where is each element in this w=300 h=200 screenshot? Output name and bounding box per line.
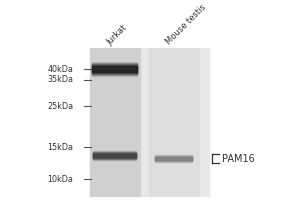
Bar xyxy=(92,64,137,74)
Bar xyxy=(155,155,192,162)
Bar xyxy=(93,153,136,158)
Text: Mouse testis: Mouse testis xyxy=(164,3,208,47)
Bar xyxy=(93,153,136,158)
Bar xyxy=(155,155,192,162)
Bar xyxy=(155,156,192,161)
Text: 25kDa: 25kDa xyxy=(47,102,74,111)
Bar xyxy=(92,63,137,75)
Bar xyxy=(155,156,192,161)
Bar xyxy=(93,152,136,159)
Text: 15kDa: 15kDa xyxy=(47,143,74,152)
Bar xyxy=(93,151,136,160)
Text: PAM16: PAM16 xyxy=(222,154,255,164)
Bar xyxy=(92,64,137,74)
Text: Jurkat: Jurkat xyxy=(105,23,129,47)
Bar xyxy=(92,66,137,72)
Bar xyxy=(155,157,192,160)
Bar xyxy=(93,152,136,159)
Bar xyxy=(92,66,137,72)
Bar xyxy=(92,63,137,75)
Bar xyxy=(93,151,136,160)
Text: 10kDa: 10kDa xyxy=(48,175,74,184)
Bar xyxy=(93,154,136,157)
Text: 40kDa: 40kDa xyxy=(48,65,74,74)
Text: 35kDa: 35kDa xyxy=(47,75,74,84)
Bar xyxy=(91,48,209,197)
Bar xyxy=(92,62,137,76)
Bar xyxy=(90,48,140,197)
Bar xyxy=(93,152,136,159)
Bar xyxy=(155,157,192,160)
Bar xyxy=(148,48,199,197)
Bar xyxy=(155,156,192,161)
Bar xyxy=(92,65,137,73)
Bar xyxy=(155,155,192,162)
